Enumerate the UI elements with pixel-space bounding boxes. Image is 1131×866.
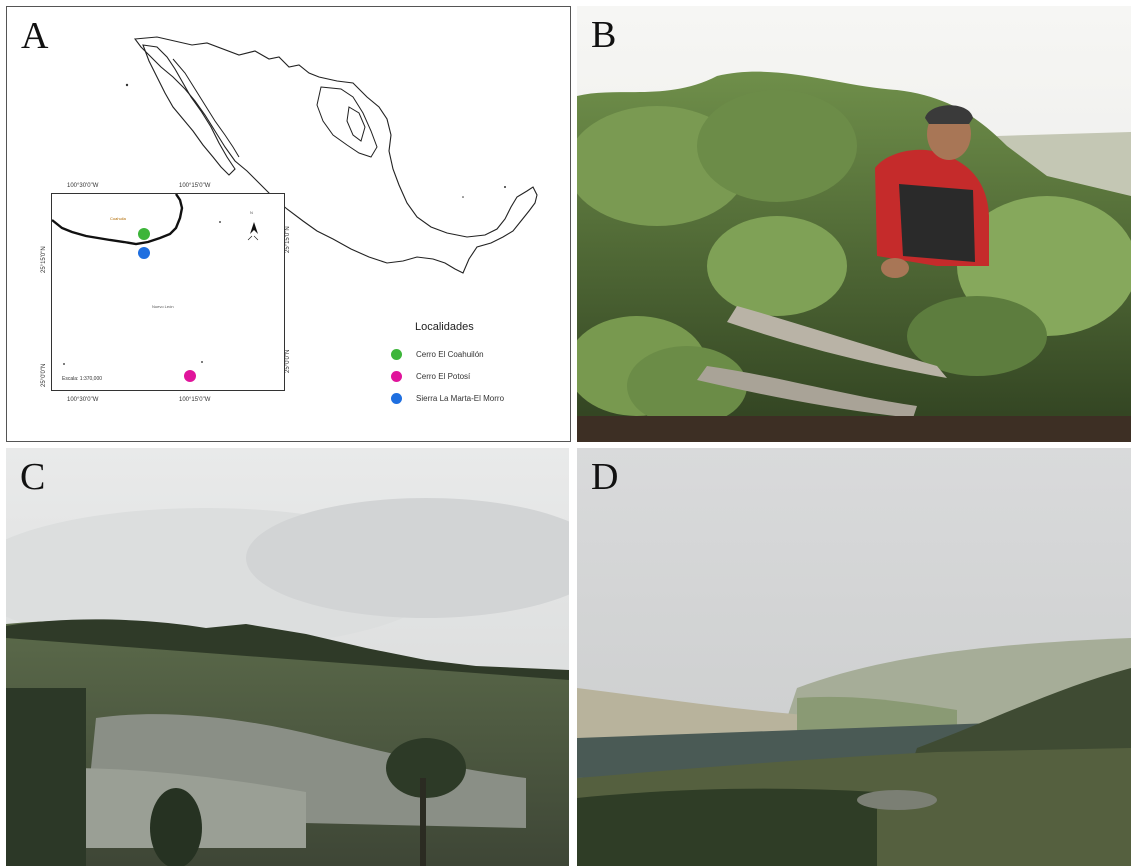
locality-point-coahuilon — [138, 228, 150, 240]
legend-item-la-marta: Sierra La Marta-El Morro — [391, 391, 504, 405]
map-panel: A 100°30'0"W 100°15'0"W 100°30'0"W 100°1… — [6, 6, 571, 442]
photo-panel-c: C — [6, 448, 569, 866]
map-tick-bottom-1: 100°30'0"W — [67, 397, 99, 403]
map-tick-right-2: 25°0'0"N — [285, 349, 291, 373]
panel-letter-d: D — [591, 456, 619, 498]
legend-label: Sierra La Marta-El Morro — [416, 393, 505, 403]
map-tick-bottom-2: 100°15'0"W — [179, 397, 211, 403]
legend-dot-icon — [391, 370, 402, 382]
map-tick-right-1: 25°15'0"N — [285, 226, 291, 253]
map-tick-left-2: 25°0'0"N — [41, 363, 47, 387]
place-label-nuevo-leon: Nuevo León — [152, 304, 174, 309]
map-tick-left-1: 25°15'0"N — [41, 246, 47, 273]
photo-panel-d: D — [577, 448, 1131, 866]
photo-person-among-pines — [577, 6, 1131, 442]
map-tick-top-1: 100°30'0"W — [67, 183, 99, 189]
mexico-outline-map — [125, 36, 538, 274]
legend-item-potosi: Cerro El Potosí — [391, 369, 470, 383]
locality-point-la-marta — [138, 247, 150, 259]
inset-map: N Coahuila Nuevo León Escala: 1:370,000 — [51, 193, 285, 391]
legend-dot-icon — [391, 348, 402, 360]
inset-boundary-map — [52, 194, 259, 365]
legend-label: Cerro El Coahuilón — [416, 349, 484, 359]
photo-panel-b: B — [577, 6, 1131, 442]
legend-label: Cerro El Potosí — [416, 371, 471, 381]
photo-misty-valley — [577, 448, 1131, 866]
scale-label: Escala: 1:370,000 — [62, 376, 103, 382]
locality-point-potosi — [184, 370, 196, 382]
panel-letter-c: C — [20, 456, 46, 498]
panel-letter-a: A — [21, 15, 49, 57]
map-tick-top-2: 100°15'0"W — [179, 183, 211, 189]
legend-title: Localidades — [415, 321, 474, 333]
legend-dot-icon — [391, 392, 402, 404]
place-label-coahuila: Coahuila — [110, 216, 126, 221]
legend-item-coahuilon: Cerro El Coahuilón — [391, 347, 484, 361]
north-label: N — [250, 210, 253, 215]
photo-hillside-forest — [6, 448, 569, 866]
panel-letter-b: B — [591, 14, 617, 56]
